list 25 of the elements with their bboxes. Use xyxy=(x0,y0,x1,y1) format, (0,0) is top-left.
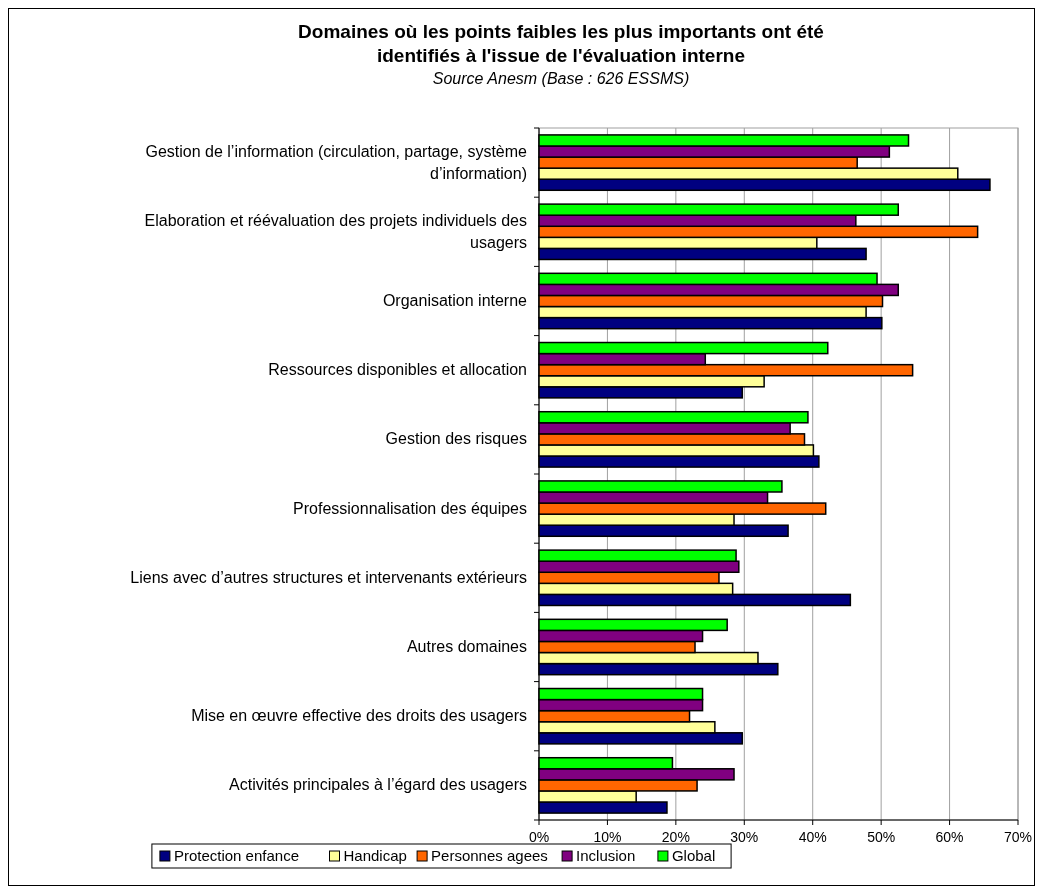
x-tick-label: 50% xyxy=(867,829,896,845)
y-tick-label: Ressources disponibles et allocation xyxy=(268,361,527,379)
y-tick-label: Activités principales à l’égard des usagers xyxy=(229,776,527,794)
y-tick-label: Elaboration et réévaluation des projets individuels des usagers xyxy=(144,211,527,251)
legend-label: Inclusion xyxy=(576,847,636,864)
x-tick-label: 70% xyxy=(1003,829,1033,845)
legend-label: Handicap xyxy=(343,847,407,864)
y-tick-label: Organisation interne xyxy=(382,292,528,309)
chart-subtitle: Source Anesm (Base : 626 ESSMS) xyxy=(432,70,690,87)
y-tick-label: Mise en œuvre effective des droits des usagers xyxy=(191,707,527,725)
x-tick-label: 30% xyxy=(730,829,759,845)
y-tick-label: Gestion des risques xyxy=(385,430,527,448)
legend-label: Global xyxy=(671,847,716,864)
x-tick-label: 40% xyxy=(798,829,827,845)
legend-label: Protection enfance xyxy=(173,847,299,864)
y-tick-label: Liens avec d’autres structures et intervenants extérieurs xyxy=(130,568,527,586)
y-tick-label: Autres domaines xyxy=(406,638,527,655)
x-tick-label: 10% xyxy=(593,829,622,845)
x-tick-label: 60% xyxy=(935,829,964,845)
y-tick-label: Professionnalisation des équipes xyxy=(293,499,527,517)
y-tick-label: Gestion de l’information (circulation, partage, système d’information) xyxy=(145,142,528,182)
x-tick-label: 0% xyxy=(528,829,550,845)
chart-title: Domaines où les points faibles les plus importants ont été identifiés à l'issue de l'évaluation interne xyxy=(298,21,824,66)
legend-label: Personnes agees xyxy=(431,847,548,864)
x-tick-label: 20% xyxy=(661,829,690,845)
